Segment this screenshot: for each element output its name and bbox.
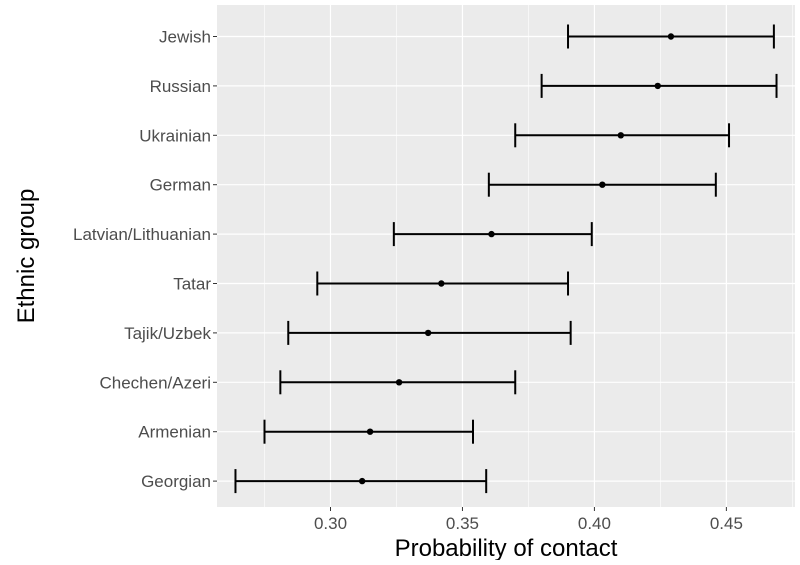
y-tick-label: Georgian [141, 472, 211, 491]
point-estimate [424, 329, 432, 337]
point-estimate [488, 230, 495, 238]
error-bars [234, 24, 778, 494]
x-tick-label: 0.40 [578, 514, 611, 533]
y-tick-label: Tatar [173, 275, 211, 294]
y-tick-label: Russian [150, 77, 211, 96]
y-tick-label: Chechen/Azeri [99, 373, 211, 392]
y-tick-label: Latvian/Lithuanian [73, 225, 211, 244]
x-axis: 0.30 0.35 0.40 0.45 [314, 507, 743, 533]
error-bar-group [487, 172, 717, 197]
error-bar-group [540, 73, 778, 98]
point-estimate [366, 428, 374, 435]
error-bar-group [392, 222, 593, 247]
y-axis: Jewish Russian Ukrainian German Latvian/Lith… [73, 28, 217, 491]
y-tick-label: Tajik/Uzbek [124, 324, 211, 343]
x-tick-label: 0.45 [710, 514, 743, 533]
point-estimate [395, 379, 403, 386]
error-bar-group [279, 370, 517, 395]
point-estimate [667, 33, 675, 40]
x-axis-title: Probability of contact [395, 535, 618, 560]
x-tick-label: 0.35 [446, 514, 479, 533]
error-bar-group [567, 24, 775, 49]
y-tick-label: German [150, 176, 211, 195]
y-tick-label: Ukrainian [139, 126, 211, 145]
point-estimate [654, 82, 661, 90]
error-bar-group [316, 271, 570, 296]
error-bar-group [234, 469, 488, 494]
point-estimate [617, 132, 625, 139]
y-tick-label: Armenian [138, 423, 211, 442]
point-estimate [438, 280, 445, 287]
x-tick-label: 0.30 [314, 514, 347, 533]
point-estimate [599, 181, 606, 188]
error-bar-group [287, 320, 572, 345]
error-bar-group [514, 123, 731, 148]
y-axis-title: Ethnic group [13, 189, 40, 324]
plot-panel [217, 5, 795, 507]
point-estimate [358, 477, 366, 485]
error-bar-group [263, 419, 475, 444]
y-tick-label: Jewish [159, 28, 211, 47]
